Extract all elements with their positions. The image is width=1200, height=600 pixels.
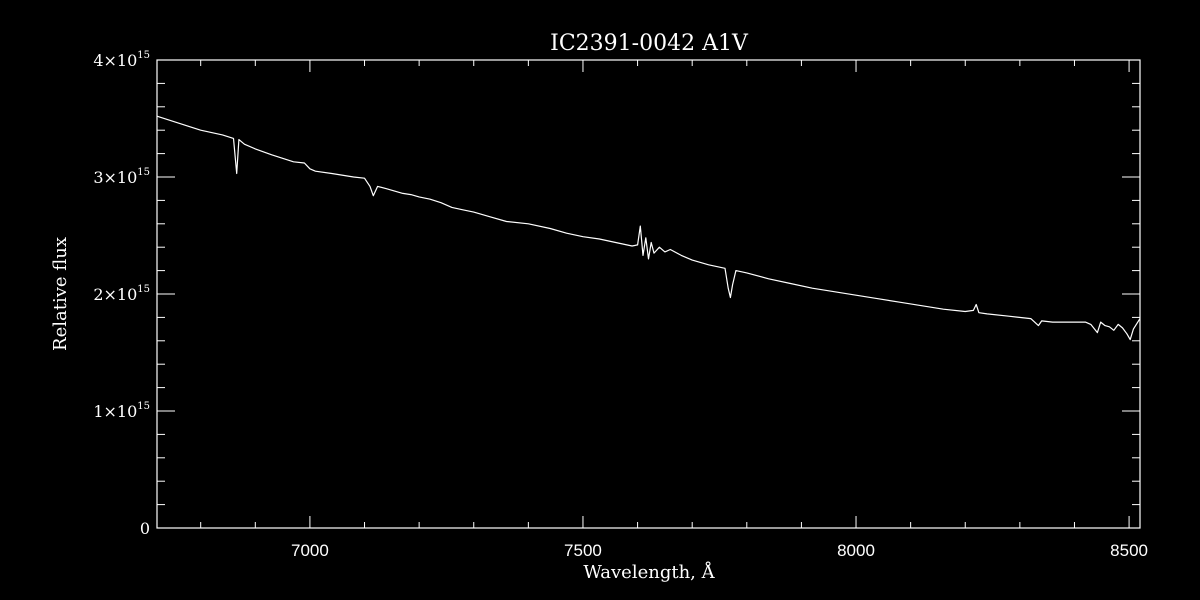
y-tick-label: 3×1015 <box>93 167 150 187</box>
y-tick-label: 0 <box>140 519 150 538</box>
y-tick-label: 4×1015 <box>93 50 150 70</box>
tick-labels: 7000 7500 8000 8500 0 1×1015 2×1015 3×1015 4×101… <box>93 50 1148 560</box>
x-tick-label: 7500 <box>564 541 602 560</box>
y-tick-label: 2×1015 <box>93 284 150 304</box>
spectrum-line <box>156 115 1141 341</box>
chart-title: IC2391-0042 A1V <box>550 31 749 56</box>
x-tick-label: 8500 <box>1110 541 1148 560</box>
y-axis-label: Relative flux <box>50 237 71 351</box>
x-tick-label: 8000 <box>837 541 875 560</box>
x-tick-label: 7000 <box>291 541 329 560</box>
x-axis-label: Wavelength, Å <box>583 561 715 583</box>
plot-frame <box>156 59 1141 529</box>
y-tick-label: 1×1015 <box>93 401 150 421</box>
